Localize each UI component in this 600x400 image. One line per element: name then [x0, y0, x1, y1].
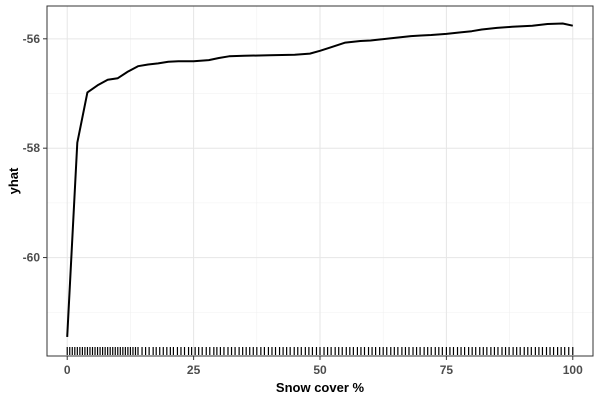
- x-tick-label: 100: [563, 363, 583, 377]
- axis-ticks: 0 25 50 75 100 -60 -58 -56: [23, 32, 583, 377]
- y-axis-title: yhat: [6, 167, 21, 194]
- x-tick-label: 0: [64, 363, 71, 377]
- y-tick-label: -58: [23, 141, 41, 155]
- x-axis-title: Snow cover %: [276, 380, 365, 395]
- y-tick-label: -60: [23, 251, 41, 265]
- rug-marks: [66, 347, 574, 355]
- series-line: [66, 22, 574, 337]
- grid-lines: [47, 6, 593, 356]
- series-lines: [66, 22, 574, 337]
- x-tick-label: 75: [440, 363, 454, 377]
- x-tick-label: 50: [313, 363, 327, 377]
- y-tick-label: -56: [23, 32, 41, 46]
- x-tick-label: 25: [187, 363, 201, 377]
